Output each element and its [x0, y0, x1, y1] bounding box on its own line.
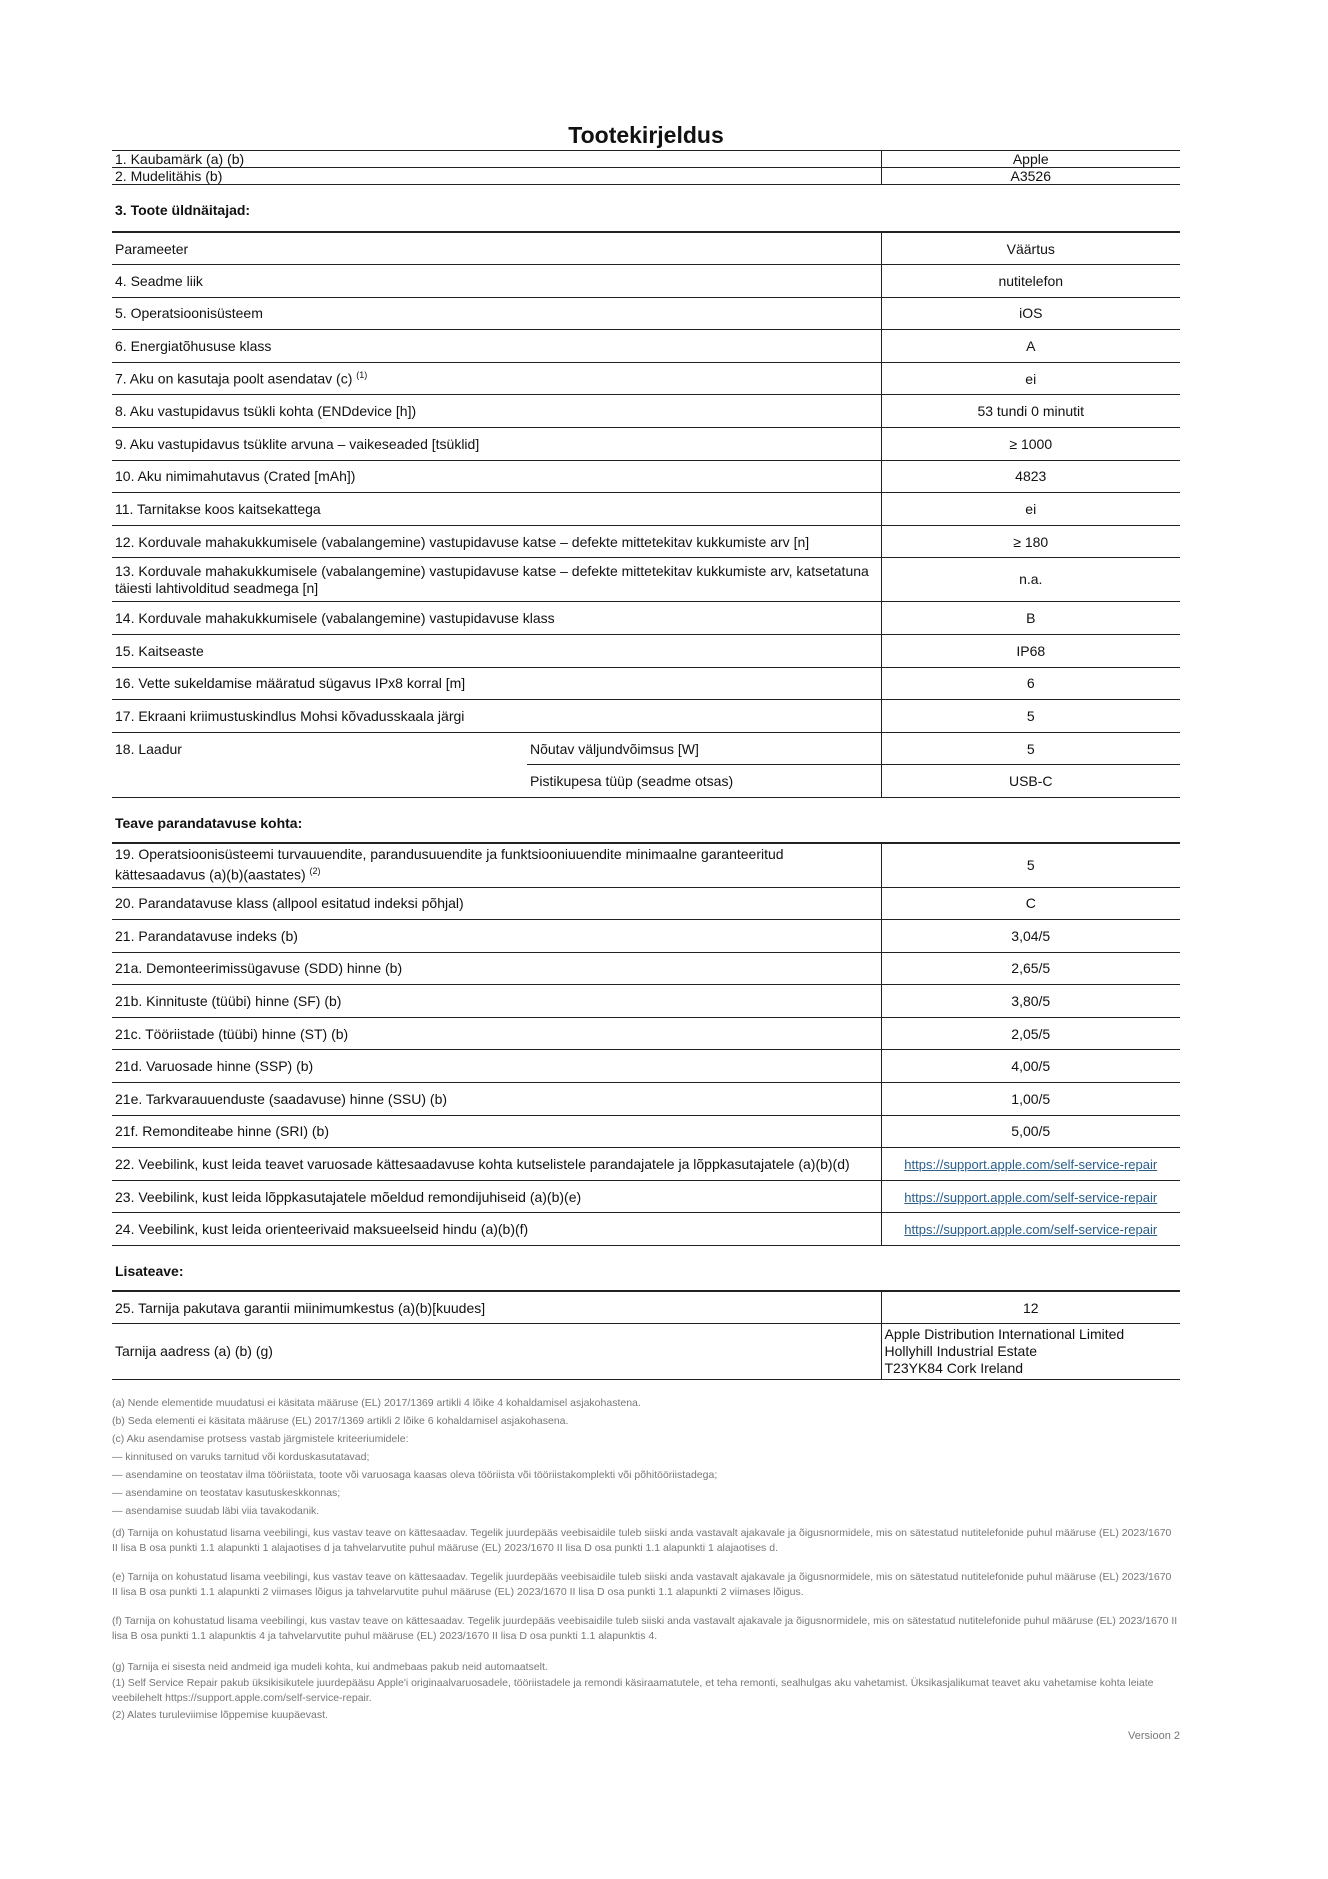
table-row: 22. Veebilink, kust leida teavet varuosa…	[112, 1147, 1180, 1181]
footnote: (d) Tarnija on kohustatud lisama veebili…	[112, 1527, 1172, 1555]
repair-link[interactable]: https://support.apple.com/self-service-r…	[904, 1222, 1158, 1238]
repair-link[interactable]: https://support.apple.com/self-service-r…	[904, 1189, 1158, 1205]
table-header: Parameeter Väärtus	[112, 232, 1180, 266]
table-row: Tarnija aadress (a) (b) (g) Apple Distrib…	[112, 1323, 1180, 1381]
section-title: Lisateave:	[115, 1263, 184, 1280]
table-row: 2. Mudelitähis (b) A3526	[112, 167, 1180, 185]
footnote: (c) Aku asendamise protsess vastab järgm…	[112, 1433, 409, 1446]
charger-row: 18. Laadur Nõutav väljundvõimsus [W] 5	[112, 732, 1180, 766]
table-row: 19. Operatsioonisüsteemi turvauuendite, …	[112, 843, 1180, 888]
footnote: (g) Tarnija ei sisesta neid andmeid iga …	[112, 1661, 548, 1674]
footnote: (e) Tarnija on kohustatud lisama veebili…	[112, 1571, 1172, 1599]
footnote: — asendamine on teostatav kasutuskeskkon…	[112, 1487, 341, 1500]
table-row: 1. Kaubamärk (a) (b) Apple	[112, 150, 1180, 168]
table-row: 11. Tarnitakse koos kaitsekattega ei	[112, 492, 1180, 526]
table-row: 21e. Tarkvarauuenduste (saadavuse) hinne…	[112, 1082, 1180, 1116]
repairability-table: 19. Operatsioonisüsteemi turvauuendite, …	[112, 842, 1180, 1247]
table-row: 5. Operatsioonisüsteem iOS	[112, 297, 1180, 331]
table-row: 25. Tarnija pakutava garantii miinimumke…	[112, 1291, 1180, 1325]
version-label: Versioon 2	[1128, 1730, 1180, 1743]
table-row: 12. Korduvale mahakukkumisele (vabalange…	[112, 525, 1180, 559]
footnote: — asendamine on teostatav ilma tööriista…	[112, 1469, 718, 1482]
repair-link[interactable]: https://support.apple.com/self-service-r…	[904, 1157, 1158, 1173]
table-row: 8. Aku vastupidavus tsükli kohta (ENDdev…	[112, 394, 1180, 429]
table-row: 6. Energiatõhususe klass A	[112, 329, 1180, 363]
table-row: 17. Ekraani kriimustuskindlus Mohsi kõva…	[112, 699, 1180, 733]
footnote: — asendamise suudab läbi viia tavakodani…	[112, 1505, 320, 1518]
brand-table: 1. Kaubamärk (a) (b) Apple 2. Mudelitähis…	[112, 150, 1180, 185]
footnote: (a) Nende elementide muudatusi ei käsita…	[112, 1397, 641, 1410]
table-row: 23. Veebilink, kust leida lõppkasutajate…	[112, 1180, 1180, 1214]
table-row: 24. Veebilink, kust leida orienteerivaid…	[112, 1212, 1180, 1247]
table-row: 21b. Kinnituste (tüübi) hinne (SF) (b) 3,…	[112, 984, 1180, 1018]
section-title: Teave parandatavuse kohta:	[115, 815, 303, 831]
general-params-table: Parameeter Väärtus 4. Seadme liik nutitele…	[112, 231, 1180, 798]
table-row: 16. Vette sukeldamise määratud sügavus I…	[112, 667, 1180, 701]
additional-info-table: 25. Tarnija pakutava garantii miinimumke…	[112, 1290, 1180, 1381]
table-row: 21a. Demonteerimissügavuse (SDD) hinne (…	[112, 952, 1180, 986]
table-row: 21d. Varuosade hinne (SSP) (b) 4,00/5	[112, 1049, 1180, 1084]
table-row: 13. Korduvale mahakukkumisele (vabalange…	[112, 557, 1180, 603]
footnote: (f) Tarnija on kohustatud lisama veebili…	[112, 1615, 1178, 1643]
table-row: 15. Kaitseaste IP68	[112, 634, 1180, 668]
product-sheet: Tootekirjeldus 1. Kaubamärk (a) (b) Apple…	[112, 120, 1180, 1742]
table-row: 21. Parandatavuse indeks (b) 3,04/5	[112, 919, 1180, 953]
table-row: 20. Parandatavuse klass (allpool esitatu…	[112, 887, 1180, 921]
footnote: (2) Alates turuleviimise lõppemise kuupä…	[112, 1709, 328, 1722]
footnotes: (a) Nende elementide muudatusi ei käsita…	[112, 1394, 1180, 1724]
footnote: (1) Self Service Repair pakub üksikisiku…	[112, 1677, 1154, 1705]
table-row: 21c. Tööriistade (tüübi) hinne (ST) (b) 2…	[112, 1017, 1180, 1051]
table-row: 21f. Remonditeabe hinne (SRI) (b) 5,00/5	[112, 1115, 1180, 1149]
table-row: 14. Korduvale mahakukkumisele (vabalange…	[112, 601, 1180, 636]
footnote: (b) Seda elementi ei käsitata määruse (E…	[112, 1415, 569, 1428]
table-row: 10. Aku nimimahutavus (Crated [mAh]) 4823	[112, 460, 1180, 494]
table-row: 4. Seadme liik nutitelefon	[112, 264, 1180, 298]
table-row: 7. Aku on kasutaja poolt asendatav (c) (…	[112, 362, 1180, 396]
table-row: 9. Aku vastupidavus tsüklite arvuna – va…	[112, 427, 1180, 461]
footnote: — kinnitused on varuks tarnitud või kord…	[112, 1451, 370, 1464]
section-title: 3. Toote üldnäitajad:	[115, 202, 251, 218]
charger-row: Pistikupesa tüüp (seadme otsas) USB-C	[112, 764, 1180, 798]
page-title: Tootekirjeldus	[568, 122, 724, 148]
